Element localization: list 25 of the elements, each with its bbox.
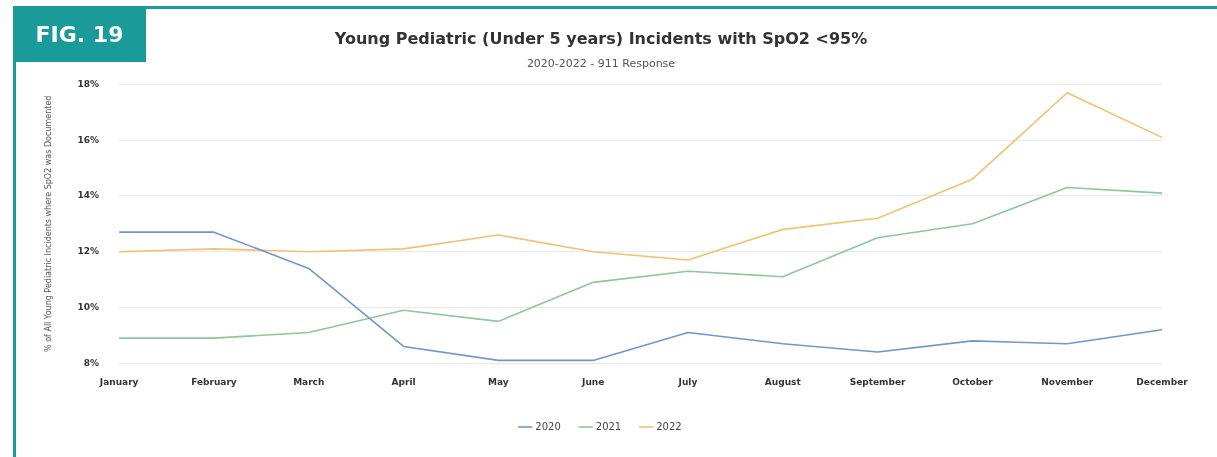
y-tick-label: 14% bbox=[77, 190, 100, 201]
x-tick-label: June bbox=[581, 376, 605, 387]
legend-label: 2020 bbox=[535, 420, 561, 432]
x-tick-label: January bbox=[98, 376, 139, 387]
x-tick-label: March bbox=[293, 376, 325, 387]
y-tick-label: 16% bbox=[77, 134, 100, 145]
y-tick-label: 8% bbox=[83, 357, 100, 368]
legend-label: 2021 bbox=[595, 420, 622, 432]
y-tick-label: 10% bbox=[77, 301, 100, 312]
x-tick-label: July bbox=[677, 376, 698, 387]
x-tick-label: December bbox=[1136, 376, 1189, 387]
x-tick-label: April bbox=[391, 376, 416, 387]
x-tick-label: November bbox=[1041, 376, 1094, 387]
legend-label: 2022 bbox=[656, 420, 682, 432]
x-tick-label: September bbox=[849, 376, 907, 387]
x-tick-label: May bbox=[488, 376, 509, 387]
chart-subtitle: 2020-2022 - 911 Response bbox=[526, 56, 676, 70]
y-tick-label: 18% bbox=[77, 78, 100, 89]
caption: FIG. 19 bbox=[13, 6, 146, 62]
y-tick-label: 12% bbox=[77, 246, 100, 257]
y-axis-title: % of All Young Pediatric Incidents where SpO2 was Documented bbox=[43, 95, 53, 352]
x-tick-label: August bbox=[764, 376, 802, 387]
x-tick-label: February bbox=[191, 376, 237, 387]
x-tick-label: October bbox=[952, 376, 994, 387]
chart-title: Young Pediatric (Under 5 years) Incidents with SpO2 <95% bbox=[333, 28, 868, 48]
